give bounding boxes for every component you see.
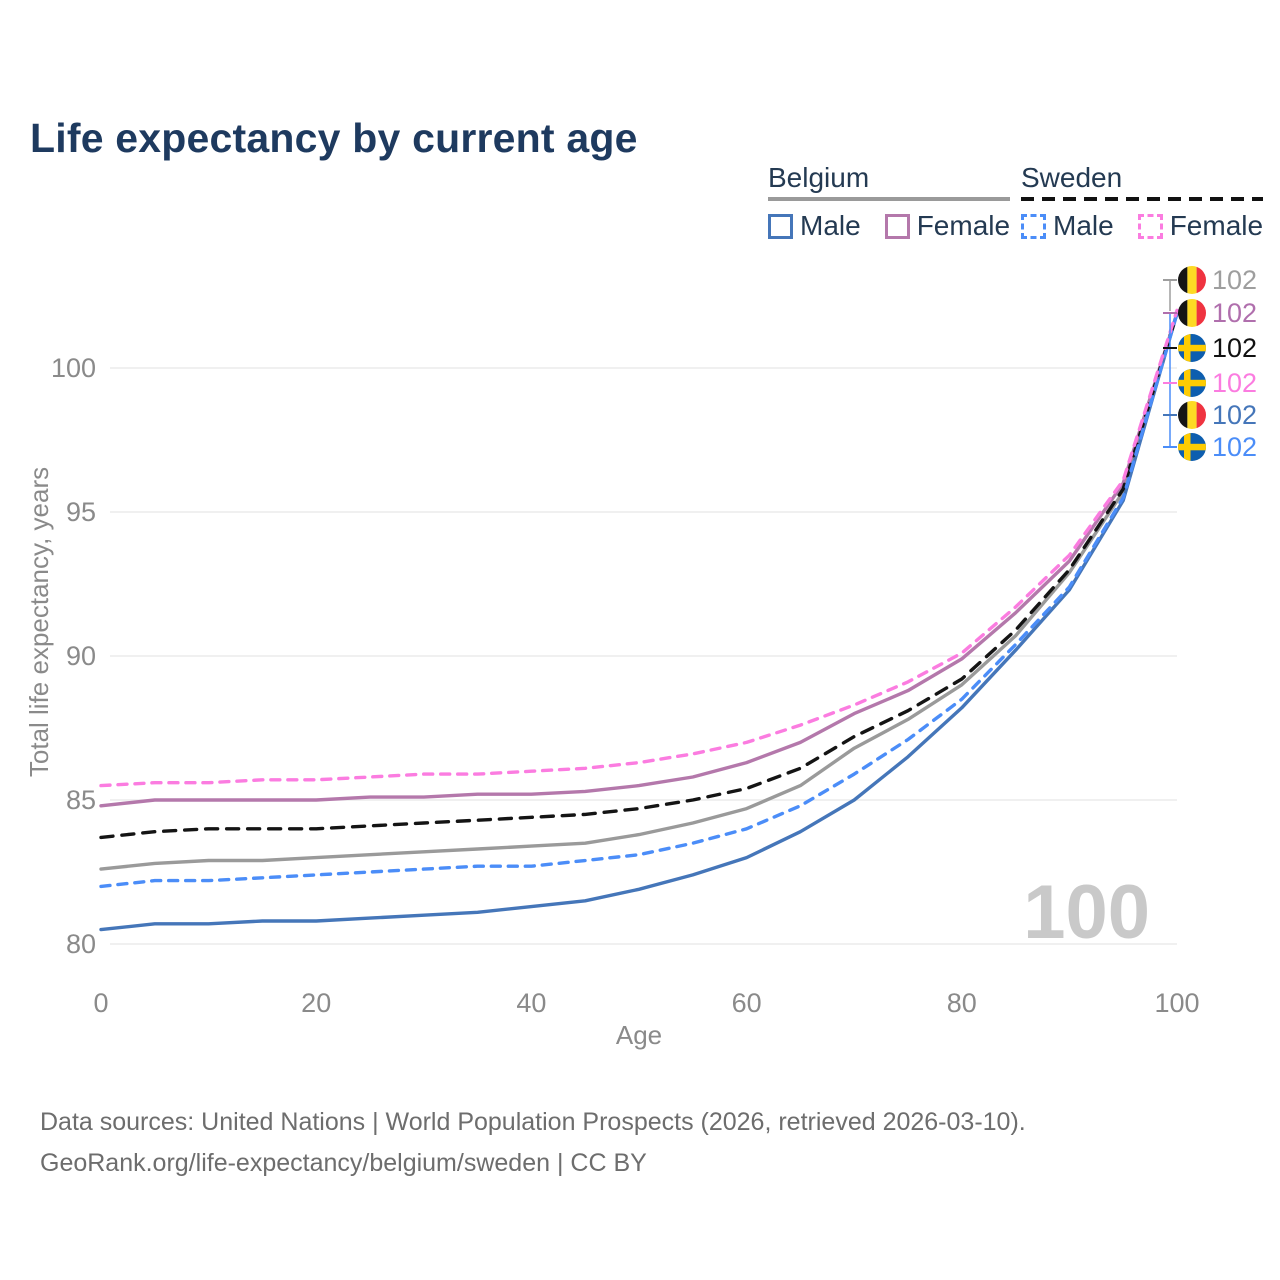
legend-item-sweden-male[interactable]: Male: [1021, 210, 1114, 242]
axis-label-layer: 80 85 90 95 100 0 20 40 60 80 100 Age Total life exp…: [24, 353, 1200, 1050]
legend-item-sweden-female[interactable]: Female: [1137, 210, 1264, 242]
page-title: Life expectancy by current age: [30, 115, 638, 162]
x-tick-label: 100: [1154, 988, 1199, 1018]
y-tick-label: 85: [66, 785, 96, 815]
y-tick-label: 90: [66, 641, 96, 671]
legend-item-label: Male: [1053, 210, 1114, 241]
series-layer: [99, 308, 1179, 932]
end-value-label: 102: [1212, 400, 1257, 430]
hover-age-watermark: 100: [1023, 870, 1150, 955]
legend-item-label: Male: [800, 210, 861, 241]
end-value-label: 102: [1212, 368, 1257, 398]
flag-belgium-icon: [1178, 266, 1206, 294]
data-source-note: Data sources: United Nations | World Pop…: [40, 1102, 1026, 1184]
y-axis-title: Total life expectancy, years: [24, 467, 54, 777]
y-tick-label: 95: [66, 497, 96, 527]
end-value-label: 102: [1212, 298, 1257, 328]
series-line-belgium-male[interactable]: [99, 311, 1179, 932]
series-line-sweden-both-sexes[interactable]: [99, 311, 1179, 840]
x-tick-label: 80: [947, 988, 977, 1018]
flag-belgium-icon: [1178, 401, 1206, 429]
sweden-female-swatch-icon: [1137, 213, 1163, 239]
legend-country-belgium[interactable]: Belgium: [768, 162, 870, 193]
legend-country-sweden[interactable]: Sweden: [1021, 162, 1123, 193]
legend-group-sweden: Sweden Male Female: [1021, 162, 1264, 242]
belgium-male-swatch-icon: [768, 213, 793, 239]
life-expectancy-line-chart: 80 85 90 95 100 0 20 40 60 80 100 Age Total life exp…: [24, 265, 1257, 1050]
end-value-label: 102: [1212, 265, 1257, 295]
legend-group-belgium: Belgium Male Female: [768, 162, 1011, 242]
sweden-male-swatch-icon: [1021, 213, 1046, 239]
legend-item-label: Female: [916, 210, 1011, 241]
flag-sweden-icon: [1178, 433, 1206, 461]
legend-linestyle-dashed: [1021, 197, 1264, 201]
y-tick-label: 80: [66, 929, 96, 959]
callout-connector-top: [1169, 279, 1177, 311]
x-tick-label: 20: [301, 988, 331, 1018]
legend-linestyle-solid: [768, 197, 1011, 201]
legend-item-label: Female: [1169, 210, 1264, 241]
x-axis-title: Age: [616, 1020, 662, 1050]
belgium-female-swatch-icon: [884, 213, 910, 239]
flag-belgium-icon: [1178, 299, 1206, 327]
end-value-label: 102: [1212, 432, 1257, 462]
source-line-1: Data sources: United Nations | World Pop…: [40, 1108, 1026, 1136]
end-value-label: 102: [1212, 333, 1257, 363]
legend-item-belgium-male[interactable]: Male: [768, 210, 861, 242]
series-line-sweden-male[interactable]: [99, 311, 1179, 889]
x-tick-label: 60: [732, 988, 762, 1018]
y-tick-label: 100: [51, 353, 96, 383]
flag-sweden-icon: [1178, 334, 1206, 362]
series-line-belgium-female[interactable]: [99, 311, 1179, 808]
series-line-belgium-both-sexes[interactable]: [99, 311, 1179, 871]
x-tick-label: 40: [516, 988, 546, 1018]
source-line-2: GeoRank.org/life-expectancy/belgium/swed…: [40, 1149, 647, 1177]
series-line-sweden-female[interactable]: [99, 308, 1179, 788]
grid-layer: [110, 367, 1177, 945]
x-tick-label: 0: [93, 988, 108, 1018]
legend-item-belgium-female[interactable]: Female: [884, 210, 1011, 242]
flag-sweden-icon: [1178, 369, 1206, 397]
